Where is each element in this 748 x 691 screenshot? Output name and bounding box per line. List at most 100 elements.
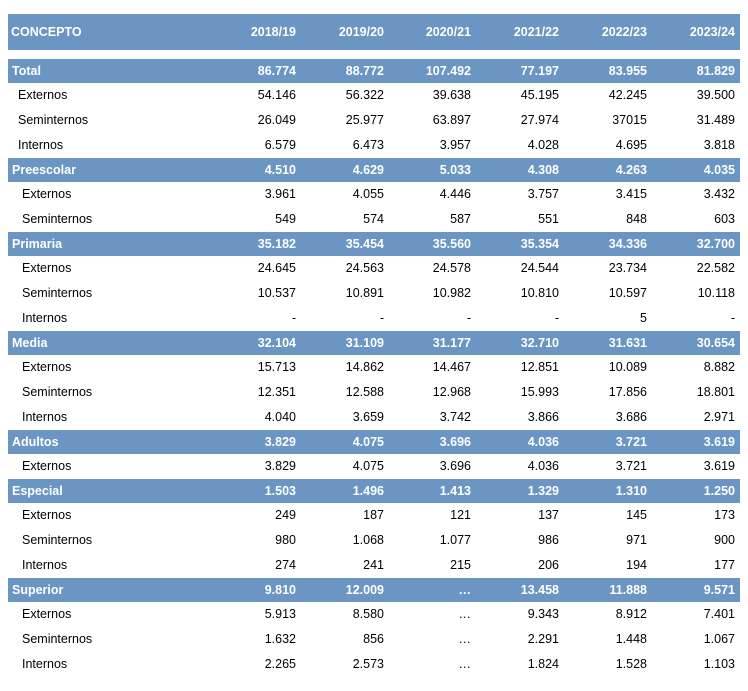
cell-value: 25.977 — [345, 113, 384, 127]
cell-value: 10.982 — [432, 286, 471, 300]
table-row: Internos 274 241 215 206 194 177 — [8, 553, 740, 578]
enrollment-table: CONCEPTO 2018/19 2019/20 2020/21 2021/22… — [8, 14, 740, 677]
cell-value: 8.912 — [615, 607, 647, 621]
section-row: Superior 9.810 12.009 … 13.458 11.888 9.571 — [8, 578, 740, 602]
table-row: Seminternos 549 574 587 551 848 603 — [8, 207, 740, 232]
cell-value: 56.322 — [345, 88, 384, 102]
cell-value: 12.968 — [432, 385, 471, 399]
table-row: Externos 15.713 14.862 14.467 12.851 10.089 8.… — [8, 355, 740, 380]
cell-value: 8.882 — [703, 360, 735, 374]
row-label: Especial — [12, 484, 63, 498]
cell-value: 1.528 — [615, 657, 647, 671]
cell-value: 10.537 — [257, 286, 296, 300]
cell-value: - — [291, 311, 296, 325]
cell-value: 31.489 — [696, 113, 735, 127]
cell-value: 1.503 — [264, 484, 296, 498]
cell-value: 587 — [450, 212, 471, 226]
cell-value: 54.146 — [257, 88, 296, 102]
cell-value: 12.851 — [520, 360, 559, 374]
cell-value: 30.654 — [696, 336, 735, 350]
cell-value: 4.035 — [703, 163, 735, 177]
cell-value: 3.961 — [264, 187, 296, 201]
cell-value: 603 — [714, 212, 735, 226]
cell-value: 3.619 — [703, 435, 735, 449]
cell-value: 31.109 — [345, 336, 384, 350]
cell-value: 15.993 — [520, 385, 559, 399]
cell-value: 6.579 — [264, 138, 296, 152]
table-row: Seminternos 12.351 12.588 12.968 15.993 17.85… — [8, 380, 740, 405]
row-label: Externos — [22, 459, 72, 473]
cell-value: 14.467 — [432, 360, 471, 374]
cell-value: … — [458, 657, 472, 671]
cell-value: 35.182 — [257, 237, 296, 251]
cell-value: 39.500 — [696, 88, 735, 102]
cell-value: - — [554, 311, 559, 325]
row-label: Externos — [22, 261, 72, 275]
cell-value: 3.659 — [352, 410, 384, 424]
cell-value: 3.686 — [615, 410, 647, 424]
header-year: 2021/22 — [513, 25, 559, 39]
cell-value: 4.695 — [615, 138, 647, 152]
cell-value: 1.632 — [264, 632, 296, 646]
cell-value: 3.829 — [264, 435, 296, 449]
section-row: Primaria 35.182 35.454 35.560 35.354 34.336 32… — [8, 232, 740, 256]
cell-value: 86.774 — [257, 64, 296, 78]
cell-value: 83.955 — [608, 64, 647, 78]
cell-value: 3.957 — [439, 138, 471, 152]
cell-value: 5.033 — [439, 163, 471, 177]
cell-value: 17.856 — [608, 385, 647, 399]
row-label: Internos — [22, 558, 68, 572]
cell-value: 35.454 — [345, 237, 384, 251]
cell-value: 35.560 — [432, 237, 471, 251]
cell-value: 12.009 — [345, 583, 384, 597]
cell-value: … — [458, 607, 472, 621]
section-row: Media 32.104 31.109 31.177 32.710 31.631 30.65… — [8, 331, 740, 355]
cell-value: 1.103 — [703, 657, 735, 671]
cell-value: 2.265 — [264, 657, 296, 671]
cell-value: 77.197 — [520, 64, 559, 78]
cell-value: 249 — [275, 508, 296, 522]
row-label: Internos — [22, 410, 68, 424]
cell-value: 1.329 — [527, 484, 559, 498]
cell-value: 9.810 — [264, 583, 296, 597]
cell-value: 32.710 — [520, 336, 559, 350]
table-row: Externos 24.645 24.563 24.578 24.544 23.734 22… — [8, 256, 740, 281]
cell-value: 6.473 — [352, 138, 384, 152]
cell-value: 900 — [714, 533, 735, 547]
cell-value: 4.028 — [527, 138, 559, 152]
cell-value: 856 — [363, 632, 384, 646]
cell-value: - — [730, 311, 735, 325]
row-label: Seminternos — [18, 113, 89, 127]
cell-value: 241 — [363, 558, 384, 572]
row-label: Preescolar — [12, 163, 76, 177]
cell-value: 37015 — [612, 113, 647, 127]
cell-value: 1.448 — [615, 632, 647, 646]
cell-value: 81.829 — [696, 64, 735, 78]
cell-value: 24.645 — [257, 261, 296, 275]
cell-value: 3.619 — [703, 459, 735, 473]
cell-value: 42.245 — [608, 88, 647, 102]
cell-value: 206 — [538, 558, 559, 572]
cell-value: 1.067 — [703, 632, 735, 646]
cell-value: 31.177 — [432, 336, 471, 350]
header-spacer — [8, 50, 740, 59]
cell-value: 107.492 — [425, 64, 471, 78]
row-label: Media — [12, 336, 48, 350]
row-label: Internos — [18, 138, 64, 152]
cell-value: 22.582 — [696, 261, 735, 275]
table-header-row: CONCEPTO 2018/19 2019/20 2020/21 2021/22… — [8, 14, 740, 50]
cell-value: 2.573 — [352, 657, 384, 671]
cell-value: 980 — [275, 533, 296, 547]
cell-value: 1.077 — [439, 533, 471, 547]
table-row: Internos 4.040 3.659 3.742 3.866 3.686 2.971 — [8, 405, 740, 430]
cell-value: 173 — [714, 508, 735, 522]
cell-value: 1.413 — [439, 484, 471, 498]
cell-value: 63.897 — [432, 113, 471, 127]
row-label: Seminternos — [22, 286, 93, 300]
cell-value: 551 — [538, 212, 559, 226]
cell-value: 9.343 — [527, 607, 559, 621]
header-year: 2018/19 — [250, 25, 296, 39]
table-row: Externos 249 187 121 137 145 173 — [8, 503, 740, 528]
cell-value: 2.971 — [703, 410, 735, 424]
section-row: Total 86.774 88.772 107.492 77.197 83.955 81.8… — [8, 59, 740, 83]
